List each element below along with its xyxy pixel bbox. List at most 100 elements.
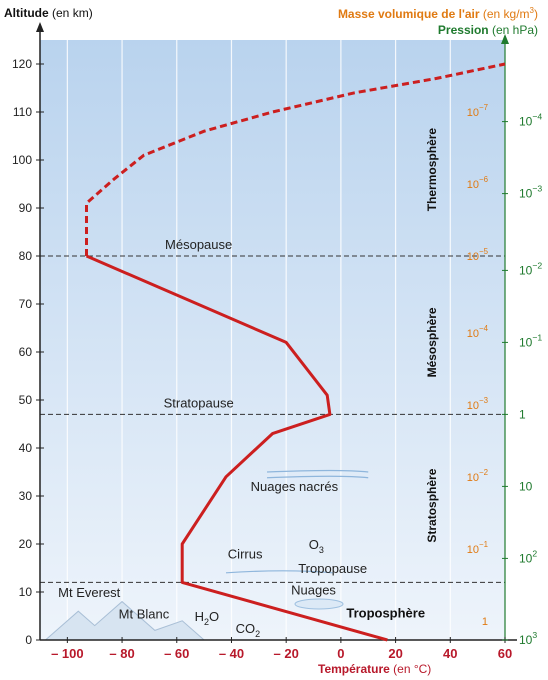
- annotation-5-text: Mt Everest: [58, 585, 121, 600]
- x-tick-label-8: 60: [498, 646, 512, 661]
- density-label-6-base: 10: [467, 179, 479, 191]
- pressure-label-0-base: 10: [519, 633, 533, 647]
- pressure-label-6-base: 10: [519, 187, 533, 201]
- x-tick-label-6: 20: [388, 646, 402, 661]
- y-tick-label-9: 90: [19, 201, 33, 215]
- density-unit-end: ): [534, 7, 538, 21]
- x-tick-label-3: – 40: [219, 646, 244, 661]
- annotation-6: Mt Blanc: [119, 606, 170, 621]
- nacreous-cloud-1: [267, 475, 369, 479]
- boundary-label-2: Mésopause: [165, 237, 232, 252]
- pressure-label-1: 102: [519, 548, 537, 565]
- pressure-label-7: 10−4: [519, 112, 542, 129]
- density-label-3-base: 10: [467, 400, 479, 412]
- pressure-label-4-base: 10: [519, 335, 533, 349]
- layer-label-3: Thermosphère: [425, 128, 439, 212]
- pressure-axis-arrow: [501, 34, 509, 44]
- density-label-4: 10−4: [467, 324, 489, 340]
- density-label-3: 10−3: [467, 396, 489, 412]
- density-title: Masse volumique de l'air: [337, 7, 480, 21]
- x-axis-title: Température (en °C): [318, 662, 431, 676]
- pressure-label-1-base: 10: [519, 551, 533, 565]
- density-label-6: 10−6: [467, 175, 489, 191]
- density-label-7: 10−7: [467, 103, 488, 119]
- annotation-1: Cirrus: [228, 546, 263, 561]
- density-axis-title: Masse volumique de l'air (en kg/m3): [338, 6, 538, 21]
- pressure-label-5: 10−2: [519, 260, 542, 277]
- annotation-7-text: H: [195, 609, 204, 624]
- y-tick-label-4: 40: [19, 441, 33, 455]
- pressure-label-1-exp: 2: [532, 548, 537, 558]
- pressure-label-7-exp: −4: [532, 112, 542, 122]
- density-label-6-exp: −6: [479, 175, 489, 184]
- low-cloud: [294, 598, 344, 610]
- annotation-2-text: O: [309, 537, 319, 552]
- pressure-label-4-exp: −1: [532, 332, 542, 342]
- density-label-5-base: 10: [467, 251, 479, 263]
- y-axis-arrow: [36, 22, 44, 32]
- annotation-8-text: CO: [236, 621, 256, 636]
- annotation-3-text: Tropopause: [298, 561, 367, 576]
- x-tick-label-1: – 80: [109, 646, 134, 661]
- pressure-label-3: 1: [519, 407, 526, 421]
- density-label-4-exp: −4: [479, 324, 489, 333]
- density-label-5-exp: −5: [479, 247, 489, 256]
- boundary-label-1: Stratopause: [164, 395, 234, 410]
- annotation-7-sub: 2: [204, 617, 209, 627]
- pressure-label-2: 10: [519, 479, 533, 493]
- annotation-4: Nuages: [291, 582, 336, 597]
- annotation-4-text: Nuages: [291, 582, 336, 597]
- x-axis-title-text: Température: [318, 662, 390, 676]
- y-tick-label-2: 20: [19, 537, 33, 551]
- x-axis-unit: (en °C): [393, 662, 432, 676]
- annotation-7: H2O: [195, 609, 220, 627]
- density-label-4-base: 10: [467, 328, 479, 340]
- y-tick-label-8: 80: [19, 249, 33, 263]
- x-tick-label-7: 40: [443, 646, 457, 661]
- annotation-8-sub: 2: [255, 629, 260, 639]
- pressure-label-0: 103: [519, 630, 537, 647]
- density-label-7-base: 10: [467, 107, 479, 119]
- annotation-1-text: Cirrus: [228, 546, 263, 561]
- annotation-6-text: Mt Blanc: [119, 606, 170, 621]
- density-label-1-exp: −1: [479, 540, 489, 549]
- temperature-curve-solid: [85, 254, 388, 642]
- y-tick-label-1: 10: [19, 585, 33, 599]
- y-axis-title-text: Altitude: [4, 6, 49, 20]
- pressure-label-4: 10−1: [519, 332, 542, 349]
- density-unit-sup: 3: [529, 6, 534, 15]
- density-label-3-exp: −3: [479, 396, 489, 405]
- annotation-2: O3: [309, 537, 324, 555]
- pressure-label-0-exp: 3: [532, 630, 537, 640]
- density-label-1: 10−1: [467, 540, 489, 556]
- layer-label-0: Troposphère: [346, 606, 425, 621]
- density-label-1-base: 10: [467, 544, 479, 556]
- density-label-0: 1: [482, 616, 488, 628]
- density-label-5: 10−5: [467, 247, 489, 263]
- pressure-label-2-base: 10: [519, 479, 533, 493]
- annotation-7-tail: O: [209, 609, 219, 624]
- pressure-label-6-exp: −3: [532, 184, 542, 194]
- pressure-axis-title: Pression (en hPa): [438, 23, 538, 37]
- pressure-label-7-base: 10: [519, 115, 533, 129]
- x-tick-label-4: – 20: [274, 646, 299, 661]
- pressure-title: Pression: [437, 23, 489, 37]
- density-unit: (en kg/m: [482, 7, 530, 21]
- plot-background: [40, 40, 505, 640]
- annotation-0: Nuages nacrés: [251, 479, 339, 494]
- x-tick-label-5: 0: [337, 646, 344, 661]
- y-tick-label-10: 100: [12, 153, 32, 167]
- temperature-curve-dashed: [85, 62, 506, 256]
- pressure-label-6: 10−3: [519, 184, 542, 201]
- mountains: [44, 600, 206, 641]
- cirrus-cloud: [225, 570, 333, 574]
- x-tick-label-0: – 100: [51, 646, 84, 661]
- y-tick-label-11: 110: [13, 105, 32, 119]
- y-tick-label-3: 30: [19, 489, 33, 503]
- y-tick-label-0: 0: [25, 633, 32, 647]
- y-axis-title: Altitude (en km): [4, 6, 93, 20]
- density-label-2-base: 10: [467, 472, 479, 484]
- y-tick-label-6: 60: [19, 345, 33, 359]
- density-label-2-exp: −2: [479, 468, 488, 477]
- y-tick-label-12: 120: [12, 57, 32, 71]
